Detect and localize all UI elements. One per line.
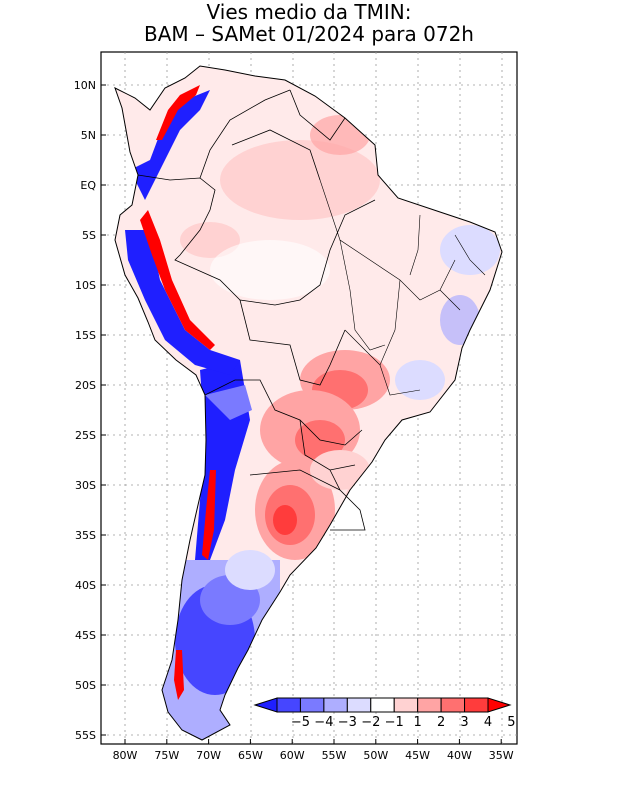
colorbar-box: [346, 697, 372, 713]
lat-tick-label: 20S: [75, 379, 96, 392]
longitude-labels: 80W 75W 70W 65W 60W 55W 50W 45W 40W 35W: [113, 739, 514, 762]
lon-tick-label: 60W: [280, 749, 305, 762]
colorbar-box: [464, 697, 489, 713]
lat-tick-label: 5S: [82, 229, 96, 242]
lat-tick-label: 25S: [75, 429, 96, 442]
lat-tick-label: EQ: [80, 179, 96, 192]
title-line-1: Vies medio da TMIN:: [206, 0, 412, 24]
lon-tick-label: 35W: [489, 749, 514, 762]
lat-tick-label: 35S: [75, 529, 96, 542]
colorbar-box: [299, 697, 325, 713]
lat-tick-label: 55S: [75, 729, 96, 742]
lon-tick-label: 70W: [196, 749, 221, 762]
colorbar-label: −5: [291, 715, 310, 730]
colorbar-label: −4: [314, 715, 333, 730]
colorbar-box: [393, 697, 419, 713]
colorbar-box: [417, 697, 442, 713]
colorbar-label: 2: [437, 715, 445, 730]
colorbar-label: −1: [385, 715, 404, 730]
colorbar-box: [370, 697, 395, 713]
lon-tick-label: 65W: [238, 749, 263, 762]
colorbar-label: 4: [484, 715, 492, 730]
title-line-2: BAM – SAMet 01/2024 para 072h: [144, 22, 474, 46]
lat-tick-label: 30S: [75, 479, 96, 492]
colorbar-label: −3: [338, 715, 357, 730]
lat-tick-label: 50S: [75, 679, 96, 692]
country-borders: [137, 89, 376, 531]
colorbar-max-arrow: [487, 697, 512, 713]
lon-tick-label: 50W: [363, 749, 388, 762]
coastline: [114, 65, 503, 741]
lon-tick-label: 45W: [405, 749, 430, 762]
colorbar-label: 5: [507, 715, 515, 730]
lon-tick-label: 80W: [113, 749, 138, 762]
lat-tick-label: 40S: [75, 579, 96, 592]
colorbar: −5 −4 −3 −2 −1 1 2 3 4 5: [253, 697, 516, 730]
lon-tick-label: 55W: [322, 749, 347, 762]
lat-tick-label: 10S: [75, 279, 96, 292]
colorbar-label: −2: [361, 715, 380, 730]
colorbar-box: [440, 697, 466, 713]
colorbar-box: [323, 697, 348, 713]
lat-tick-label: 15S: [75, 329, 96, 342]
lat-tick-label: 5N: [81, 129, 96, 142]
colorbar-box: [276, 697, 301, 713]
lon-tick-label: 40W: [447, 749, 472, 762]
colorbar-label: 3: [460, 715, 468, 730]
latitude-labels: 10N 5N EQ 5S 10S 15S 20S 25S 30S 35S 40S 45S 50S 55S: [74, 79, 106, 742]
lon-tick-label: 75W: [154, 749, 179, 762]
colorbar-label: 1: [414, 715, 422, 730]
lat-tick-label: 45S: [75, 629, 96, 642]
state-borders: [319, 179, 486, 396]
lat-tick-label: 10N: [74, 79, 96, 92]
